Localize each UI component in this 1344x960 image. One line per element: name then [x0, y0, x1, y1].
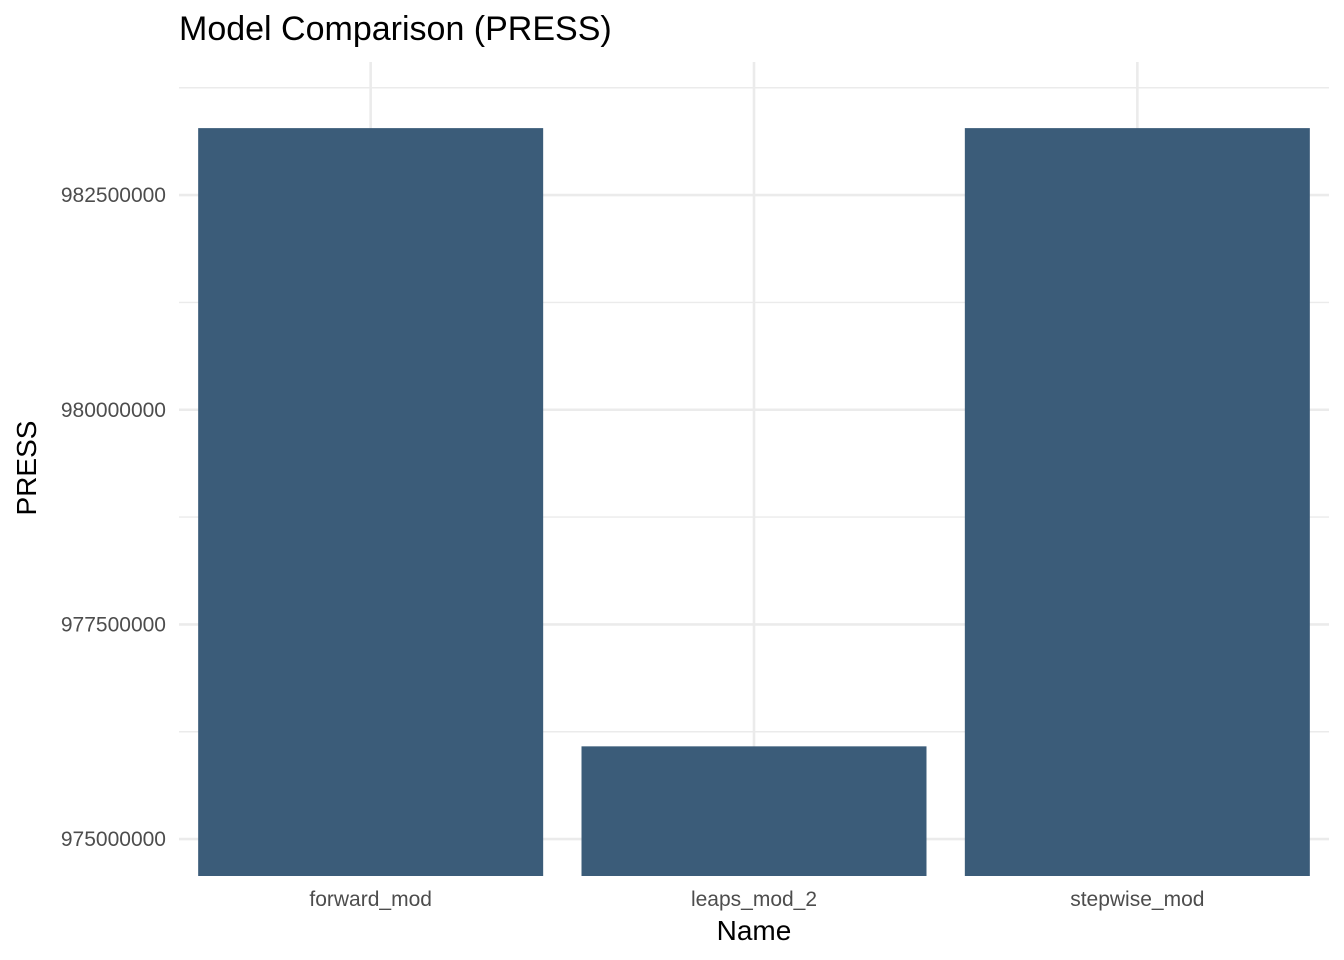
y-axis-ticks: 975000000 977500000 980000000 982500000 — [61, 184, 166, 851]
x-axis-title: Name — [717, 915, 792, 946]
x-axis-ticks: forward_mod leaps_mod_2 stepwise_mod — [309, 888, 1204, 911]
y-axis-title: PRESS — [11, 421, 42, 516]
y-tick-label: 982500000 — [61, 184, 166, 207]
x-tick-label: leaps_mod_2 — [691, 888, 817, 911]
bars — [198, 128, 1310, 876]
y-tick-label: 980000000 — [61, 399, 166, 422]
x-tick-label: stepwise_mod — [1070, 888, 1204, 911]
bar-stepwise_mod — [964, 128, 1310, 876]
chart-title: Model Comparison (PRESS) — [179, 10, 612, 48]
bar-forward_mod — [198, 128, 544, 876]
y-tick-label: 977500000 — [61, 613, 166, 636]
bar-leaps_mod_2 — [581, 746, 927, 876]
x-tick-label: forward_mod — [309, 888, 432, 911]
y-tick-label: 975000000 — [61, 828, 166, 851]
